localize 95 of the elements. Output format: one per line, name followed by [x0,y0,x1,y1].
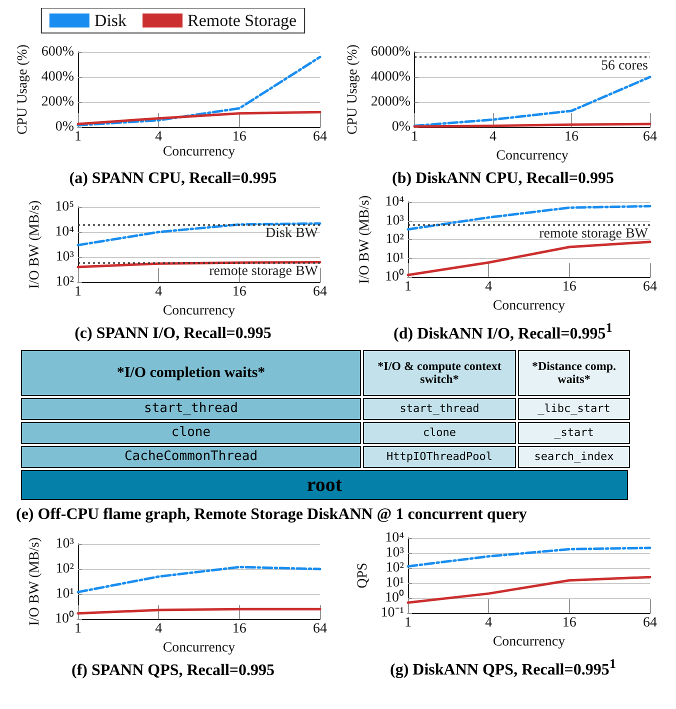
y-tick-label: 10² [56,274,74,290]
flame-frame: start_thread [21,398,361,420]
line-series [76,110,322,126]
x-tick-label: 16 [562,280,576,295]
x-tick-label: 1 [74,621,82,636]
x-tick-label: 4 [485,280,492,295]
line-series [76,56,322,126]
y-tick-label: 10⁰ [385,590,404,606]
x-axis-title: Concurrency [162,144,236,160]
x-axis-title: Concurrency [162,640,236,656]
x-tick-label: 1 [404,280,412,295]
y-tick-label: 10⁰ [55,610,74,626]
y-tick-label: 10³ [386,213,404,228]
x-tick-label: 1 [74,130,82,145]
x-tick-label: 16 [564,130,579,145]
y-tick-label: 2000% [370,94,411,110]
y-tick-label: 10¹ [56,586,74,602]
line-series [406,576,652,604]
y-tick-label: 10⁰ [385,268,404,285]
y-tick-label: 200% [41,94,74,110]
flame-frame: HttpIOThreadPool [363,446,516,468]
legend-label: Remote Storage [188,11,297,30]
y-tick-label: 10³ [56,536,74,552]
x-tick-label: 64 [313,621,327,636]
x-tick-label: 16 [232,621,246,636]
text: (f) SPANN QPS, Recall=0.995 [70,662,276,680]
x-tick-label: 4 [485,616,492,631]
x-tick-label: 4 [155,130,162,145]
ref-line-label: 56 cores [600,58,648,74]
y-axis-title: QPS [355,563,370,589]
y-tick-label: 10³ [386,546,404,561]
y-axis-title: CPU Usage (%) [16,44,30,135]
flame-frame: search_index [518,446,630,468]
y-tick-label: 10¹ [386,576,404,591]
y-axis-title: CPU Usage (%) [346,44,360,135]
y-tick-label: 10⁴ [385,530,404,546]
y-tick-label: 0% [55,120,74,135]
legend-label: Disk [94,11,128,30]
ref-line-label: remote storage BW [539,226,649,242]
text: (b) DiskANN CPU, Recall=0.995 [391,170,615,188]
flame-frame: CacheCommonThread [21,446,361,468]
y-tick-label: 10¹ [386,250,404,266]
y-tick-label: 10² [386,560,404,576]
x-axis-title: Concurrency [492,634,566,650]
flame-frame: start_thread [363,398,516,420]
y-tick-label: 10² [56,561,74,576]
line-series [76,222,322,247]
x-axis-title: Concurrency [492,298,566,314]
ref-line-label: Disk BW [266,226,319,242]
ref-line-label: remote storage BW [209,264,319,280]
flame-frame: clone [363,422,516,444]
y-tick-label: 10⁻¹ [380,606,404,621]
line-series [76,565,322,593]
x-tick-label: 64 [643,280,657,295]
y-axis-title: I/O BW (MB/s) [358,195,372,284]
x-tick-label: 16 [232,130,246,145]
x-tick-label: 64 [643,616,657,631]
flame-frame: clone [21,422,361,444]
y-tick-label: 10⁵ [55,200,74,215]
text: (g) DiskANN QPS, Recall=0.995$^{1}$ [389,656,617,680]
flame-frame: _start [518,422,630,444]
x-tick-label: 64 [643,130,657,145]
text: (e) Off-CPU flame graph, Remote Storage DiskANN @ 1 concurrent query [16,506,528,524]
x-tick-label: 64 [313,130,327,145]
y-tick-label: 10⁴ [385,194,404,210]
y-tick-label: 0% [392,120,411,135]
text: (c) SPANN I/O, Recall=0.995 [74,325,272,344]
y-axis-title: I/O BW (MB/s) [28,536,42,626]
y-tick-label: 10³ [56,250,74,265]
x-tick-label: 1 [411,130,418,145]
y-tick-label: 10² [386,232,404,248]
line-series [406,546,652,568]
y-tick-label: 10⁴ [55,224,74,240]
flame-frame: _libc_start [518,398,630,420]
flame-frame: *I/O & compute context switch* [363,350,516,396]
x-axis-title: Concurrency [496,148,568,164]
flame-frame: root [21,470,628,500]
x-tick-label: 16 [562,616,576,631]
x-tick-label: 1 [74,284,82,300]
y-tick-label: 400% [41,70,74,85]
x-axis-title: Concurrency [162,304,236,319]
flame-frame: *Distance comp. waits* [518,350,630,396]
x-tick-label: 64 [313,284,327,300]
y-tick-label: 600% [41,44,74,60]
y-tick-label: 4000% [370,70,411,85]
y-axis-title: I/O BW (MB/s) [28,200,42,290]
y-tick-label: 6000% [370,44,411,60]
x-tick-label: 16 [232,284,246,300]
text: (a) SPANN CPU, Recall=0.995 [68,170,278,188]
flame-frame: *I/O completion waits* [21,350,361,396]
x-tick-label: 4 [490,130,497,145]
x-tick-label: 1 [404,616,412,631]
text: (d) DiskANN I/O, Recall=0.995$^{1}$ [392,320,614,344]
x-tick-label: 4 [155,621,162,636]
x-tick-label: 4 [155,284,162,300]
